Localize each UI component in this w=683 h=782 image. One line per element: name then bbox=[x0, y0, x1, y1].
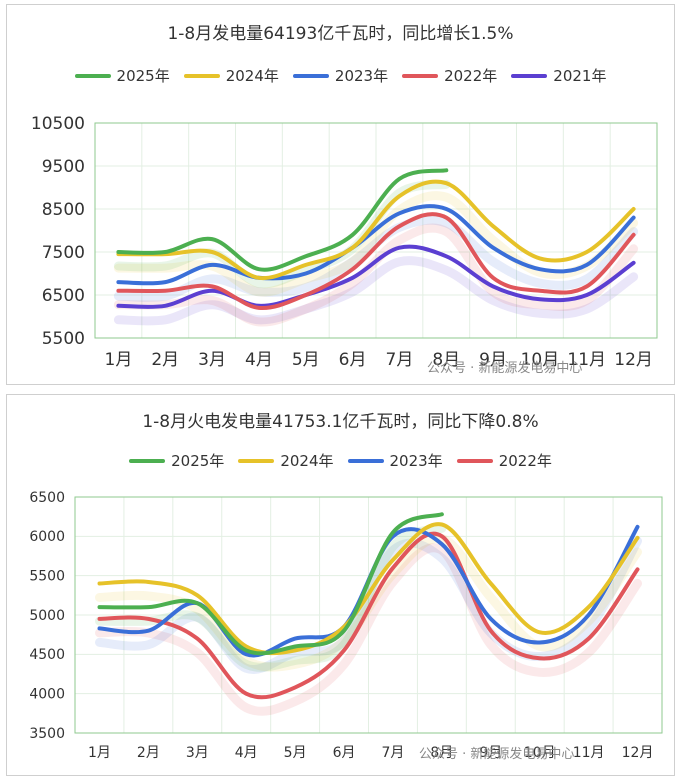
line-plot-thermal-generation: 3500 4000 4500 5000 5500 6000 6500 1月 2月 3月 4月 5月 6月… bbox=[7, 395, 674, 775]
x-tick-label: 1月 bbox=[88, 745, 111, 761]
y-tick-label: 6000 bbox=[29, 529, 65, 545]
y-tick-label: 3500 bbox=[29, 726, 65, 742]
y-tick-label: 5500 bbox=[42, 329, 85, 349]
x-tick-label: 4月 bbox=[245, 350, 273, 370]
x-tick-label: 4月 bbox=[235, 745, 258, 761]
x-tick-label: 6月 bbox=[333, 745, 356, 761]
x-tick-label: 1月 bbox=[105, 350, 133, 370]
y-tick-label: 9500 bbox=[42, 157, 85, 177]
x-tick-label: 3月 bbox=[198, 350, 226, 370]
y-tick-label: 10500 bbox=[31, 114, 85, 134]
x-tick-label: 6月 bbox=[339, 350, 367, 370]
x-tick-label: 5月 bbox=[292, 350, 320, 370]
x-tick-label: 3月 bbox=[186, 745, 209, 761]
chart-panel-total-generation: 1-8月发电量64193亿千瓦时，同比增长1.5% 2025年 2024年 20… bbox=[6, 4, 675, 385]
y-tick-label: 7500 bbox=[42, 243, 85, 263]
x-tick-label: 2月 bbox=[137, 745, 160, 761]
y-tick-label: 8500 bbox=[42, 200, 85, 220]
chart-panel-thermal-generation: 1-8月火电发电量41753.1亿千瓦时，同比下降0.8% 2025年 2024… bbox=[6, 394, 675, 776]
y-tick-label: 5000 bbox=[29, 608, 65, 624]
y-tick-label: 6500 bbox=[42, 286, 85, 306]
watermark-text: 公众号 · 新能源发电易中心 bbox=[419, 743, 574, 762]
x-tick-label: 2月 bbox=[151, 350, 179, 370]
y-tick-label: 5500 bbox=[29, 569, 65, 585]
x-tick-label: 5月 bbox=[284, 745, 307, 761]
x-tick-label: 11月 bbox=[573, 745, 605, 761]
x-tick-label: 12月 bbox=[614, 350, 653, 370]
watermark-text: 公众号 · 新能源发电易中心 bbox=[427, 357, 582, 376]
y-tick-label: 6500 bbox=[29, 490, 65, 506]
y-tick-label: 4500 bbox=[29, 647, 65, 663]
x-tick-label: 7月 bbox=[381, 745, 404, 761]
x-tick-label: 12月 bbox=[622, 745, 654, 761]
y-tick-label: 4000 bbox=[29, 687, 65, 703]
x-tick-label: 7月 bbox=[386, 350, 414, 370]
